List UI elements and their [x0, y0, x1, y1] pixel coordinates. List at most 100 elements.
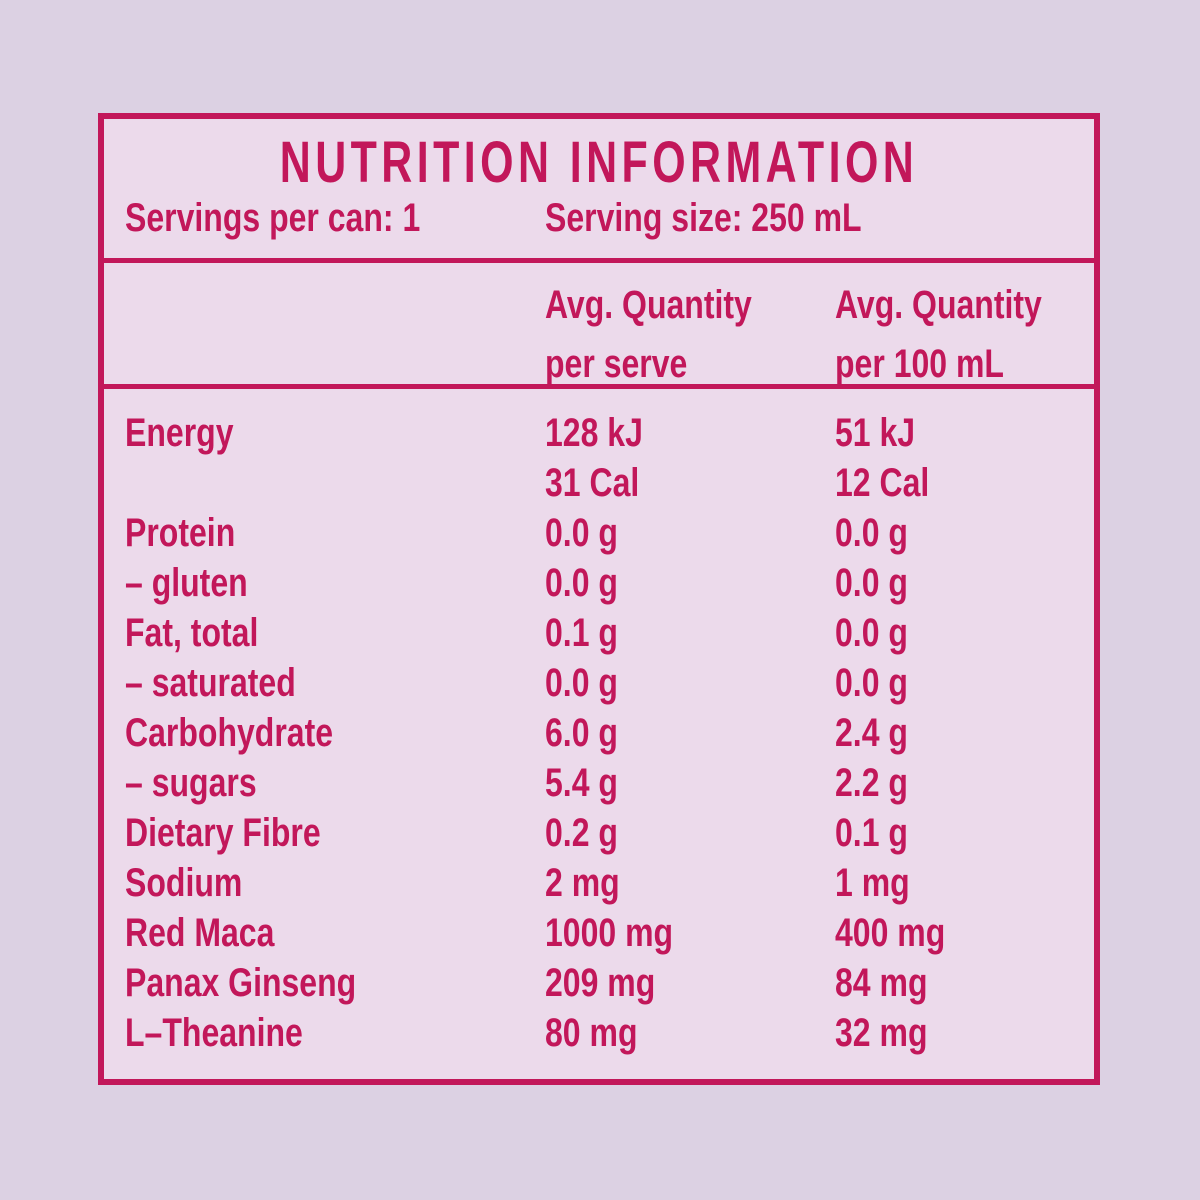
per-100ml-cell: 2.4 g: [835, 708, 1094, 767]
nutrient-label: Energy: [125, 411, 234, 455]
nutrient-table: Energy 128 kJ 51 kJ 31 Cal 12 Cal Protei…: [104, 408, 1094, 1058]
per-serve-value: 209 mg: [545, 961, 656, 1005]
per-100ml-cell: 1 mg: [835, 858, 1094, 917]
panel-title: NUTRITION INFORMATION: [279, 130, 919, 195]
per-100ml-cell: 0.0 g: [835, 658, 1094, 717]
table-row: Sodium 2 mg 1 mg: [104, 858, 1094, 908]
per-100ml-value: 0.1 g: [835, 811, 908, 855]
per-100ml-value: 12 Cal: [835, 461, 930, 505]
per-100ml-value: 2.4 g: [835, 711, 908, 755]
per-serve-value: 5.4 g: [545, 761, 618, 805]
per-serve-cell: 31 Cal: [545, 458, 835, 517]
per-serve-value: 128 kJ: [545, 411, 643, 455]
per-serve-cell: 0.0 g: [545, 658, 835, 717]
per-100ml-value: 400 mg: [835, 911, 946, 955]
per-serve-value: 0.2 g: [545, 811, 618, 855]
nutrient-label-cell: Energy: [125, 408, 545, 467]
table-row: – saturated 0.0 g 0.0 g: [104, 658, 1094, 708]
per-100ml-cell: 12 Cal: [835, 458, 1094, 517]
per-100ml-cell: 2.2 g: [835, 758, 1094, 817]
table-row: Energy 128 kJ 51 kJ: [104, 408, 1094, 458]
nutrient-label: Red Maca: [125, 911, 275, 955]
serving-size: Serving size: 250 mL: [545, 196, 862, 240]
per-100ml-cell: 32 mg: [835, 1008, 1094, 1067]
table-row: L–Theanine 80 mg 32 mg: [104, 1008, 1094, 1058]
per-serve-value: 1000 mg: [545, 911, 674, 955]
per-serve-cell: 0.1 g: [545, 608, 835, 667]
header-per-serve: Avg. Quantity per serve: [545, 283, 752, 386]
servings-per-can: Servings per can: 1: [125, 196, 421, 240]
per-100ml-value: 51 kJ: [835, 411, 916, 455]
separator-top: [104, 258, 1094, 263]
nutrient-label: L–Theanine: [125, 1011, 303, 1055]
per-100ml-cell: 0.1 g: [835, 808, 1094, 867]
per-100ml-value: 0.0 g: [835, 511, 908, 555]
nutrient-label: Fat, total: [125, 611, 259, 655]
nutrient-label-cell: Fat, total: [125, 608, 545, 667]
separator-header: [104, 384, 1094, 389]
nutrient-label-cell: Red Maca: [125, 908, 545, 967]
serving-info-row: Servings per can: 1 Serving size: 250 mL: [104, 193, 1094, 252]
per-serve-cell: 1000 mg: [545, 908, 835, 967]
per-100ml-value: 1 mg: [835, 861, 910, 905]
per-100ml-value: 0.0 g: [835, 611, 908, 655]
table-row: Dietary Fibre 0.2 g 0.1 g: [104, 808, 1094, 858]
per-serve-cell: 128 kJ: [545, 408, 835, 467]
nutrient-label: – saturated: [125, 661, 296, 705]
per-serve-cell: 0.0 g: [545, 508, 835, 567]
per-100ml-value: 32 mg: [835, 1011, 928, 1055]
per-serve-value: 2 mg: [545, 861, 620, 905]
per-serve-cell: 0.0 g: [545, 558, 835, 617]
per-serve-cell: 0.2 g: [545, 808, 835, 867]
nutrient-label: Panax Ginseng: [125, 961, 357, 1005]
nutrient-label-cell: – sugars: [125, 758, 545, 817]
header-spacer: [125, 280, 545, 398]
table-row: 31 Cal 12 Cal: [104, 458, 1094, 508]
per-serve-value: 6.0 g: [545, 711, 618, 755]
nutrient-label-cell: – gluten: [125, 558, 545, 617]
nutrient-label: Carbohydrate: [125, 711, 334, 755]
per-100ml-cell: 0.0 g: [835, 558, 1094, 617]
nutrient-label: Dietary Fibre: [125, 811, 321, 855]
table-row: Fat, total 0.1 g 0.0 g: [104, 608, 1094, 658]
per-100ml-cell: 84 mg: [835, 958, 1094, 1017]
per-serve-cell: 2 mg: [545, 858, 835, 917]
per-serve-cell: 80 mg: [545, 1008, 835, 1067]
table-row: – sugars 5.4 g 2.2 g: [104, 758, 1094, 808]
per-100ml-cell: 0.0 g: [835, 608, 1094, 667]
nutrient-label: – gluten: [125, 561, 248, 605]
per-serve-value: 0.0 g: [545, 511, 618, 555]
column-headers: Avg. Quantity per serve Avg. Quantity pe…: [104, 280, 1094, 398]
nutrient-label: Sodium: [125, 861, 243, 905]
per-100ml-value: 0.0 g: [835, 561, 908, 605]
per-100ml-cell: 51 kJ: [835, 408, 1094, 467]
table-row: – gluten 0.0 g 0.0 g: [104, 558, 1094, 608]
per-serve-value: 80 mg: [545, 1011, 638, 1055]
per-serve-value: 31 Cal: [545, 461, 640, 505]
per-serve-cell: 209 mg: [545, 958, 835, 1017]
per-serve-cell: 6.0 g: [545, 708, 835, 767]
nutrient-label-cell: L–Theanine: [125, 1008, 545, 1067]
table-row: Protein 0.0 g 0.0 g: [104, 508, 1094, 558]
per-100ml-cell: 0.0 g: [835, 508, 1094, 567]
per-100ml-value: 2.2 g: [835, 761, 908, 805]
per-100ml-value: 84 mg: [835, 961, 928, 1005]
table-row: Red Maca 1000 mg 400 mg: [104, 908, 1094, 958]
header-per-100ml: Avg. Quantity per 100 mL: [835, 283, 1042, 386]
per-serve-value: 0.1 g: [545, 611, 618, 655]
per-serve-cell: 5.4 g: [545, 758, 835, 817]
per-100ml-cell: 400 mg: [835, 908, 1094, 967]
per-serve-value: 0.0 g: [545, 561, 618, 605]
nutrition-panel: NUTRITION INFORMATION Servings per can: …: [98, 113, 1100, 1085]
nutrient-label-cell: Carbohydrate: [125, 708, 545, 767]
nutrient-label-cell: Sodium: [125, 858, 545, 917]
nutrient-label-cell: Panax Ginseng: [125, 958, 545, 1017]
nutrient-label-cell: Dietary Fibre: [125, 808, 545, 867]
nutrient-label-cell: – saturated: [125, 658, 545, 717]
nutrient-label-cell: Protein: [125, 508, 545, 567]
nutrient-label: – sugars: [125, 761, 257, 805]
nutrient-label: Protein: [125, 511, 236, 555]
table-row: Carbohydrate 6.0 g 2.4 g: [104, 708, 1094, 758]
per-serve-value: 0.0 g: [545, 661, 618, 705]
per-100ml-value: 0.0 g: [835, 661, 908, 705]
